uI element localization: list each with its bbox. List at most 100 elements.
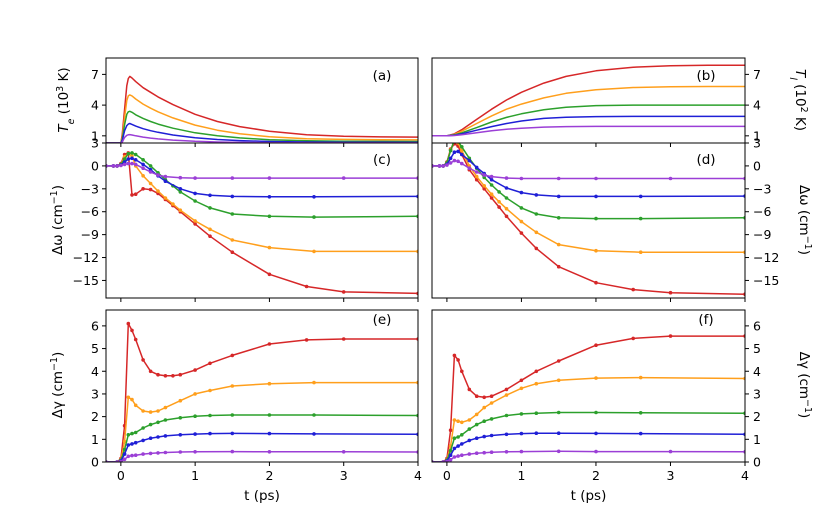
panel-e: 0 1 2 3 4 5 6 0 1 2 3 4 t (ps) (e) Δγ (cm−1) bbox=[49, 309, 422, 504]
data-point-c-s1 bbox=[230, 250, 235, 254]
data-point-e-s5 bbox=[230, 449, 235, 454]
series-line-a-s3 bbox=[106, 110, 418, 143]
data-point-e-s4 bbox=[141, 438, 145, 443]
data-point-e-s2 bbox=[141, 409, 145, 413]
data-point-f-s4 bbox=[594, 431, 598, 436]
series-line-e-s4 bbox=[106, 432, 418, 462]
y-tick-label-c: −12 bbox=[73, 250, 99, 265]
y-tick-label-c: 0 bbox=[91, 158, 99, 173]
y-tick-label-d: −15 bbox=[753, 273, 779, 288]
axes-frame-e bbox=[105, 309, 419, 463]
data-point-f-s4 bbox=[489, 433, 494, 438]
data-point-e-s3 bbox=[267, 413, 272, 417]
data-point-c-s5 bbox=[122, 162, 127, 167]
data-point-c-s3 bbox=[133, 152, 138, 157]
data-point-f-s3 bbox=[594, 410, 598, 415]
data-point-e-s2 bbox=[178, 398, 183, 403]
data-point-f-s4 bbox=[452, 446, 457, 451]
data-point-e-s1 bbox=[267, 342, 272, 346]
series-line-a-s4 bbox=[106, 122, 418, 143]
data-point-e-s1 bbox=[341, 337, 346, 341]
data-point-f-s5 bbox=[474, 451, 479, 456]
panel-a: 1 4 7 (a) Te (103 K) bbox=[55, 57, 419, 147]
data-point-e-s2 bbox=[267, 381, 272, 386]
data-point-e-s3 bbox=[130, 431, 134, 436]
data-point-f-s2 bbox=[638, 375, 643, 380]
y-tick-label-c: 3 bbox=[91, 136, 99, 151]
data-point-d-s2 bbox=[497, 200, 501, 204]
data-point-d-s2 bbox=[453, 139, 457, 143]
data-point-e-s5 bbox=[193, 450, 197, 454]
data-point-f-s4 bbox=[638, 431, 643, 436]
y-tick-label-c: −9 bbox=[81, 227, 99, 242]
data-point-c-s3 bbox=[141, 158, 145, 162]
data-point-f-s5 bbox=[594, 449, 598, 454]
panel-label-f: (f) bbox=[698, 312, 713, 328]
data-point-e-s3 bbox=[126, 433, 131, 437]
data-point-f-s3 bbox=[482, 419, 487, 424]
data-point-c-s1 bbox=[133, 192, 138, 196]
panel-b: 1 4 7 (b) Tl (102 K) bbox=[431, 57, 810, 147]
data-point-c-s3 bbox=[148, 164, 153, 168]
data-point-f-s4 bbox=[456, 444, 460, 448]
data-point-e-s5 bbox=[119, 459, 123, 462]
data-point-f-s5 bbox=[556, 449, 561, 454]
data-point-f-s1 bbox=[452, 353, 457, 358]
x-tick-label-e: 3 bbox=[340, 468, 348, 483]
data-point-f-s4 bbox=[460, 442, 464, 446]
data-point-d-s4 bbox=[460, 152, 464, 157]
y-tick-label-a: 4 bbox=[91, 98, 99, 113]
data-point-d-s1 bbox=[504, 214, 509, 219]
panel-f: 0 1 2 3 4 5 6 0 1 2 3 4 t (ps) (f) Δγ (cm−1) bbox=[431, 309, 814, 504]
data-point-f-s5 bbox=[482, 450, 487, 455]
data-point-c-s5 bbox=[133, 162, 138, 167]
data-point-d-s5 bbox=[474, 170, 479, 174]
data-point-d-s1 bbox=[497, 205, 501, 209]
data-point-e-s4 bbox=[148, 436, 153, 441]
data-point-d-s4 bbox=[504, 186, 509, 190]
x-tick-label-e: 4 bbox=[414, 468, 422, 483]
y-axis-label-a: Te (103 K) bbox=[55, 67, 77, 132]
data-point-f-s3 bbox=[474, 422, 479, 427]
data-point-f-s3 bbox=[460, 433, 464, 437]
data-point-e-s1 bbox=[171, 374, 175, 378]
data-point-d-s5 bbox=[489, 174, 494, 179]
axes-frame-f bbox=[431, 309, 746, 463]
data-point-d-s4 bbox=[638, 194, 643, 199]
data-point-e-s5 bbox=[133, 453, 138, 458]
data-point-e-s5 bbox=[122, 457, 127, 462]
y-tick-label-e: 2 bbox=[91, 409, 99, 424]
data-point-d-s3 bbox=[489, 183, 494, 187]
data-point-e-s4 bbox=[312, 432, 316, 436]
data-point-d-s3 bbox=[504, 196, 509, 200]
data-point-c-s5 bbox=[111, 164, 116, 168]
data-point-d-s1 bbox=[556, 264, 561, 269]
data-point-e-s5 bbox=[178, 450, 183, 454]
data-point-d-s3 bbox=[534, 212, 539, 216]
data-point-f-s5 bbox=[467, 452, 472, 456]
data-point-e-s4 bbox=[193, 432, 197, 436]
y-tick-label-f: 3 bbox=[753, 386, 761, 401]
series-line-f-s2 bbox=[432, 376, 745, 462]
panel-label-b: (b) bbox=[696, 68, 715, 84]
series-line-c-s1 bbox=[106, 152, 418, 295]
data-point-d-s3 bbox=[594, 216, 598, 221]
data-point-c-s5 bbox=[193, 176, 197, 180]
data-point-c-s1 bbox=[341, 290, 346, 294]
data-point-e-s1 bbox=[304, 338, 309, 342]
data-point-d-s2 bbox=[519, 219, 524, 224]
data-point-e-s3 bbox=[163, 418, 168, 422]
x-tick-label-f: 0 bbox=[443, 468, 451, 483]
series-line-f-s5 bbox=[432, 450, 745, 462]
data-point-d-s1 bbox=[594, 280, 598, 285]
data-point-f-s2 bbox=[489, 401, 494, 405]
panel-label-a: (a) bbox=[373, 68, 392, 84]
y-tick-label-a: 7 bbox=[91, 67, 99, 82]
data-point-f-s1 bbox=[534, 369, 539, 374]
y-tick-label-c: −3 bbox=[81, 181, 99, 196]
data-point-f-s5 bbox=[452, 455, 457, 459]
x-axis-label-e: t (ps) bbox=[244, 488, 280, 504]
data-point-f-s4 bbox=[504, 432, 509, 437]
data-point-c-s5 bbox=[156, 173, 160, 177]
